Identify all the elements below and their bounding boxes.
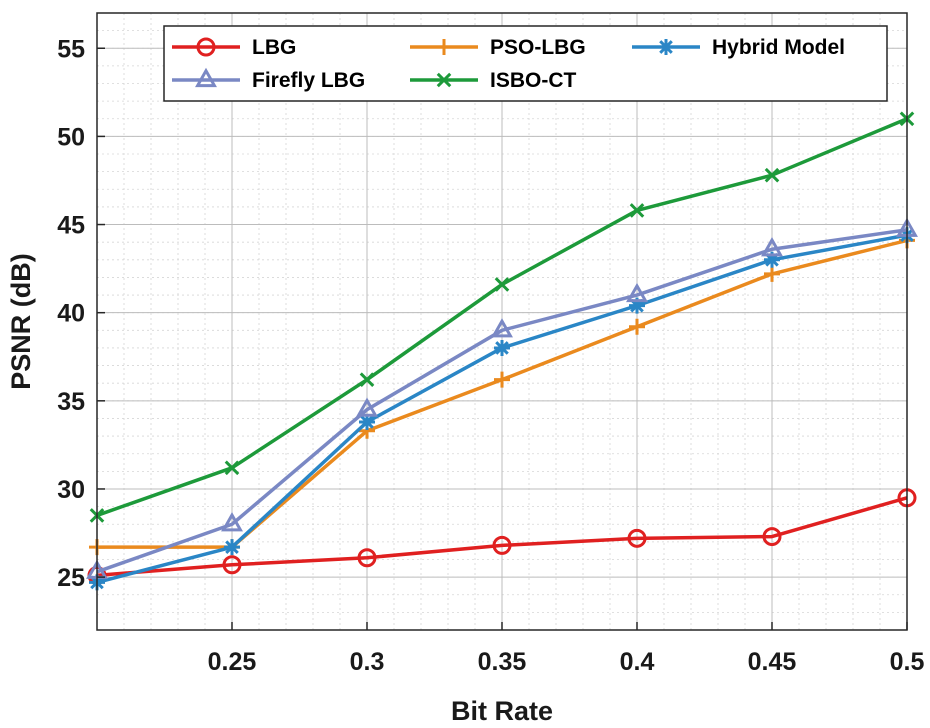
data-point bbox=[221, 511, 243, 532]
x-marker bbox=[764, 167, 780, 183]
y-tick-label: 40 bbox=[57, 300, 85, 328]
y-tick-label: 55 bbox=[57, 35, 85, 63]
data-point bbox=[357, 548, 377, 568]
asterisk-marker bbox=[764, 251, 780, 268]
x-marker bbox=[494, 277, 510, 292]
triangle-marker bbox=[626, 282, 648, 303]
y-tick-label: 30 bbox=[57, 476, 85, 504]
x-marker bbox=[224, 460, 240, 476]
data-point bbox=[629, 318, 645, 335]
data-point bbox=[224, 460, 240, 476]
legend: LBG PSO-LBG Hybrid Model Firefly LBG ISBO-CT bbox=[163, 25, 888, 102]
legend-item: Hybrid Model bbox=[632, 36, 845, 59]
circle-marker bbox=[196, 37, 216, 57]
circle-marker bbox=[357, 548, 377, 568]
data-point bbox=[764, 251, 780, 268]
plus-marker bbox=[629, 318, 645, 335]
asterisk-marker bbox=[359, 413, 375, 430]
triangle-marker bbox=[491, 318, 513, 338]
data-point bbox=[224, 539, 240, 556]
legend-item: LBG bbox=[172, 36, 296, 59]
x-marker bbox=[629, 203, 645, 218]
series-isbo-ct bbox=[89, 111, 915, 523]
legend-label: ISBO-CT bbox=[490, 69, 577, 92]
data-point bbox=[629, 297, 645, 314]
y-axis-label: PSNR (dB) bbox=[6, 253, 36, 390]
triangle-marker bbox=[761, 236, 783, 257]
series-line bbox=[96, 496, 908, 578]
data-point bbox=[494, 339, 510, 356]
x-marker bbox=[436, 72, 452, 88]
legend-label: PSO-LBG bbox=[490, 36, 586, 59]
circle-marker bbox=[762, 527, 782, 547]
asterisk-marker bbox=[494, 339, 510, 356]
triangle-marker bbox=[195, 67, 217, 88]
asterisk-marker bbox=[629, 297, 645, 314]
asterisk-marker bbox=[658, 39, 674, 55]
data-point bbox=[629, 203, 645, 218]
data-point bbox=[626, 282, 648, 303]
data-point bbox=[359, 413, 375, 430]
triangle-marker bbox=[356, 397, 378, 417]
data-point bbox=[492, 535, 512, 555]
x-tick-label: 0.3 bbox=[350, 648, 385, 676]
circle-marker bbox=[222, 555, 242, 575]
legend-item: ISBO-CT bbox=[410, 69, 577, 92]
y-tick-label: 50 bbox=[57, 123, 85, 151]
data-point bbox=[222, 555, 242, 575]
data-point bbox=[491, 318, 513, 338]
triangle-marker bbox=[221, 511, 243, 532]
data-point bbox=[764, 265, 780, 282]
circle-marker bbox=[492, 535, 512, 555]
legend-label: Firefly LBG bbox=[252, 69, 365, 92]
x-marker bbox=[359, 372, 375, 387]
legend-item: Firefly LBG bbox=[172, 67, 365, 92]
data-point bbox=[764, 167, 780, 183]
data-point bbox=[494, 277, 510, 292]
y-tick-label: 45 bbox=[57, 212, 85, 240]
plus-marker bbox=[764, 265, 780, 282]
legend-item: PSO-LBG bbox=[410, 36, 586, 59]
data-point bbox=[762, 527, 782, 547]
legend-label: LBG bbox=[252, 36, 296, 59]
y-axis: 25 30 35 40 45 50 55 bbox=[57, 35, 105, 592]
x-tick-label: 0.5 bbox=[890, 648, 925, 676]
x-tick-label: 0.35 bbox=[478, 648, 527, 676]
x-tick-label: 0.25 bbox=[208, 648, 257, 676]
data-point bbox=[359, 372, 375, 387]
asterisk-marker bbox=[224, 539, 240, 556]
series-layer bbox=[86, 111, 918, 591]
plus-marker bbox=[436, 39, 452, 55]
legend-label: Hybrid Model bbox=[712, 36, 845, 59]
y-tick-label: 25 bbox=[57, 564, 85, 592]
x-tick-label: 0.4 bbox=[620, 648, 655, 676]
data-point bbox=[494, 371, 510, 388]
x-axis-label: Bit Rate bbox=[451, 696, 553, 726]
data-point bbox=[627, 528, 647, 548]
data-point bbox=[761, 236, 783, 257]
plus-marker bbox=[494, 371, 510, 388]
series-line bbox=[96, 228, 908, 574]
x-tick-label: 0.45 bbox=[748, 648, 797, 676]
x-axis: 0.25 0.3 0.35 0.4 0.45 0.5 bbox=[208, 622, 925, 676]
legend-box bbox=[163, 25, 888, 102]
circle-marker bbox=[627, 528, 647, 548]
y-tick-label: 35 bbox=[57, 388, 85, 416]
data-point bbox=[356, 397, 378, 417]
